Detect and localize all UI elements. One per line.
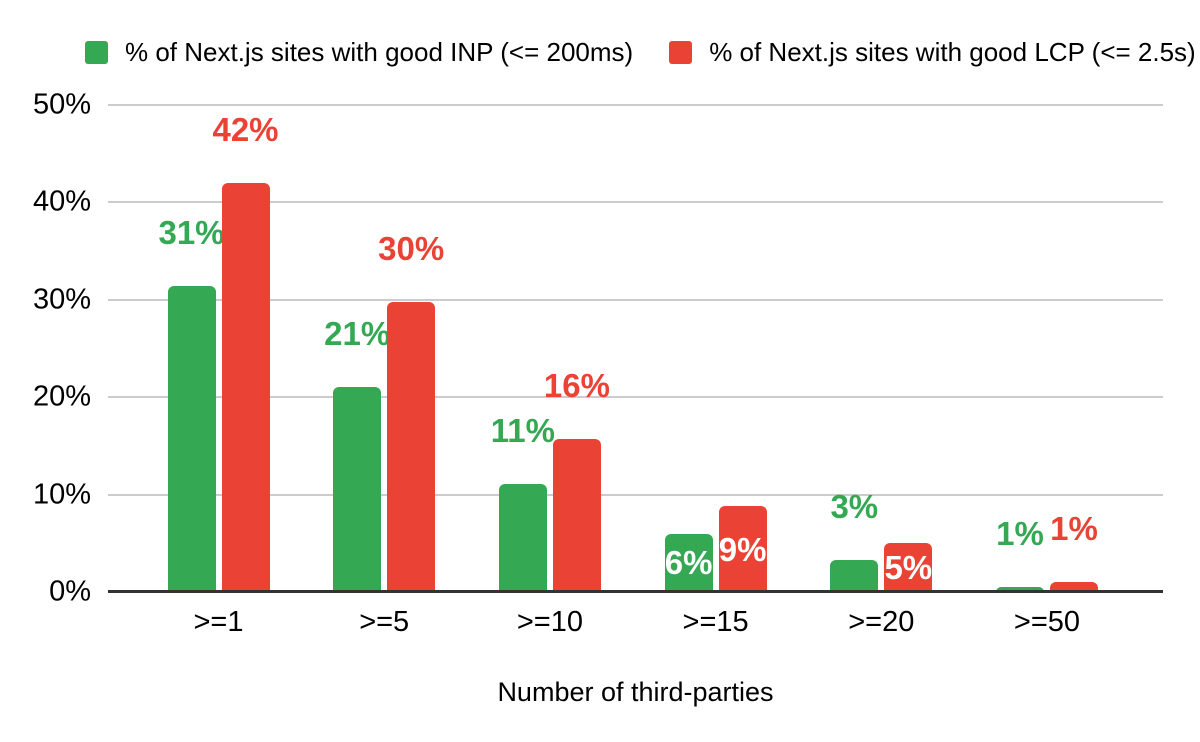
x-axis-category-label-1: >=5 xyxy=(359,606,410,638)
x-axis-category-label-2: >=10 xyxy=(516,606,583,638)
y-axis-tick-label-40%: 40% xyxy=(32,185,91,218)
bar-inp-3: 6% xyxy=(664,533,713,592)
legend-item-inp: % of Next.js sites with good INP (<= 200… xyxy=(85,39,633,65)
bar-inp-4: 3% xyxy=(830,490,879,592)
bar-group-3: 6% 9% >=15 xyxy=(664,506,767,637)
legend-swatch-inp xyxy=(85,40,108,64)
bar-inp-2: 11% xyxy=(491,414,555,592)
data-label-lcp-1: 30% xyxy=(378,229,445,267)
data-label-lcp-0: 42% xyxy=(212,110,279,148)
bar-lcp-5: 1% xyxy=(1050,512,1098,592)
y-axis-tick-label-30%: 30% xyxy=(32,283,91,316)
legend-swatch-lcp xyxy=(669,40,693,64)
bar-lcp-3: 9% xyxy=(718,506,767,592)
x-axis-title: Number of third-parties xyxy=(497,677,774,707)
x-axis-line xyxy=(108,590,1163,593)
x-axis-category-label-5: >=50 xyxy=(1013,606,1081,638)
bar-group-1: 21% 30% >=5 xyxy=(324,232,444,637)
data-label-lcp-5: 1% xyxy=(1050,510,1098,548)
y-axis-tick-label-0%: 0% xyxy=(49,575,91,608)
plot-area: 0% 10% 20% 30% 40% 50% 31% 42% >=1 21% 30% >=5 11% 16… xyxy=(33,90,1163,637)
bar-inp-5: 1% xyxy=(996,517,1044,592)
bar-group-5: 1% 1% >=50 xyxy=(996,512,1098,637)
bar-inp-0: 31% xyxy=(158,216,225,592)
data-label-lcp-4: 5% xyxy=(884,549,933,587)
bar-group-4: 3% 5% >=20 xyxy=(830,490,933,637)
data-label-lcp-3: 9% xyxy=(718,530,767,568)
y-axis-tick-label-20%: 20% xyxy=(32,380,91,413)
gridline-50% xyxy=(108,104,1163,106)
y-axis-tick-label-10%: 10% xyxy=(32,478,91,511)
bar-lcp-4: 5% xyxy=(884,543,933,592)
bar-group-0: 31% 42% >=1 xyxy=(158,113,279,637)
data-label-inp-4: 3% xyxy=(830,487,879,525)
gridline-40% xyxy=(108,201,1163,204)
bar-inp-1: 21% xyxy=(324,317,390,592)
data-label-lcp-2: 16% xyxy=(543,367,610,405)
y-axis-tick-label-50%: 50% xyxy=(32,88,91,121)
bar-lcp-0: 42% xyxy=(212,113,279,592)
chart-legend: % of Next.js sites with good INP (<= 200… xyxy=(85,39,1196,65)
x-axis-category-label-4: >=20 xyxy=(848,606,915,638)
data-label-inp-2: 11% xyxy=(490,411,556,449)
data-label-inp-3: 6% xyxy=(664,544,713,582)
gridline-20% xyxy=(108,396,1163,399)
legend-label-lcp: % of Next.js sites with good LCP (<= 2.5… xyxy=(709,37,1196,67)
data-label-inp-0: 31% xyxy=(158,214,225,252)
x-axis-category-label-3: >=15 xyxy=(682,606,749,638)
bar-lcp-1: 30% xyxy=(378,232,444,592)
legend-item-lcp: % of Next.js sites with good LCP (<= 2.5… xyxy=(669,39,1196,65)
x-axis-category-label-0: >=1 xyxy=(193,606,244,638)
bar-lcp-2: 16% xyxy=(544,369,610,592)
data-label-inp-1: 21% xyxy=(324,315,391,353)
legend-label-inp: % of Next.js sites with good INP (<= 200… xyxy=(125,37,634,67)
bar-group-2: 11% 16% >=10 xyxy=(491,369,610,636)
gridline-10% xyxy=(108,493,1163,496)
data-label-inp-5: 1% xyxy=(996,515,1044,553)
gridline-30% xyxy=(108,298,1163,301)
